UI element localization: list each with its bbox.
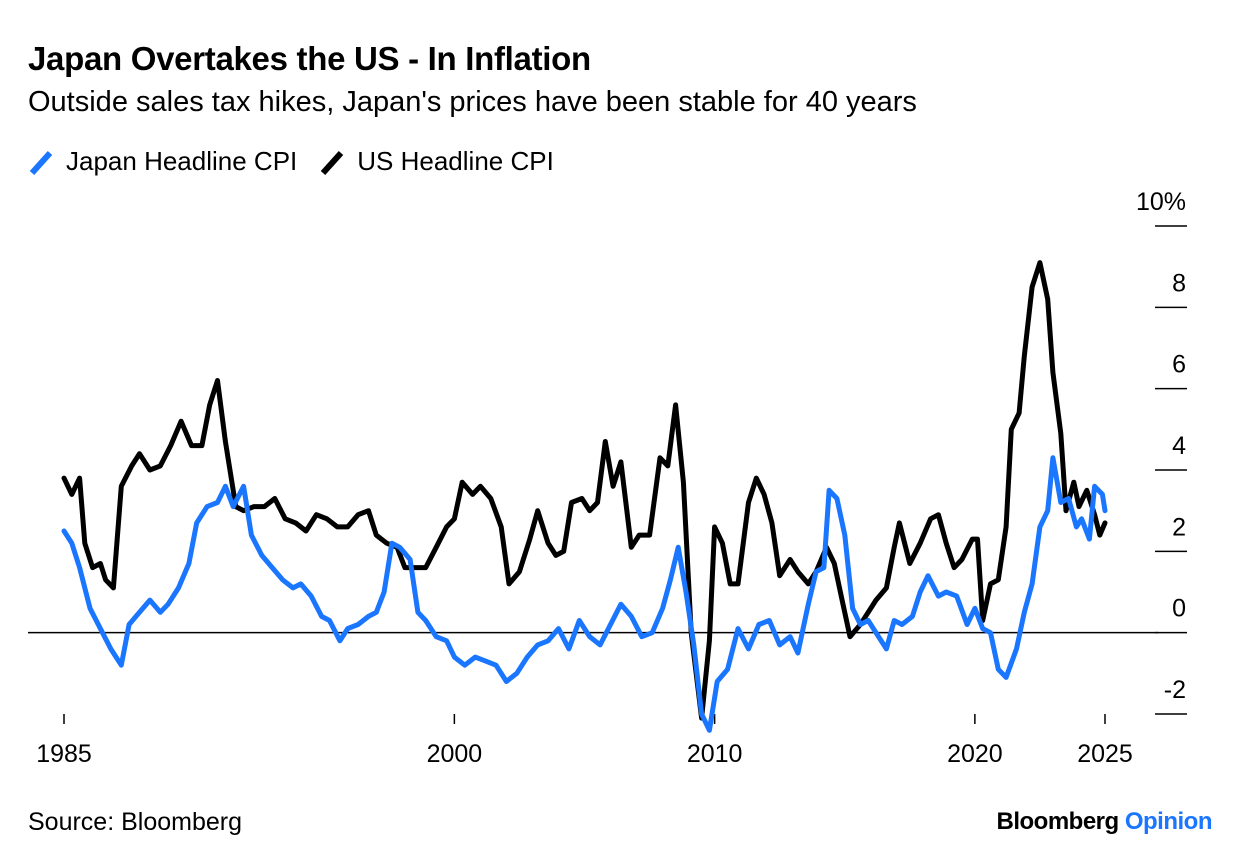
y-tick-label: 10% (1136, 188, 1186, 216)
x-tick-label: 2000 (427, 740, 483, 768)
brand-product: Opinion (1124, 808, 1213, 835)
y-tick-label: 8 (1172, 269, 1186, 297)
chart-title: Japan Overtakes the US - In Inflation (28, 40, 591, 77)
x-tick-label: 2020 (947, 740, 1003, 768)
series-line-japan (61, 455, 1108, 733)
legend-label-us: US Headline CPI (357, 146, 554, 176)
source-note: Source: Bloomberg (28, 808, 243, 836)
y-tick-label: 6 (1172, 351, 1186, 379)
chart-subtitle: Outside sales tax hikes, Japan's prices … (28, 86, 917, 118)
legend-label-japan: Japan Headline CPI (66, 146, 298, 176)
brand-logo: Bloomberg Opinion (997, 808, 1213, 836)
y-tick-label: -2 (1164, 676, 1186, 704)
x-tick-label: 1985 (36, 740, 92, 768)
series-line-us (61, 260, 1108, 721)
legend-item-us: US Headline CPI (319, 146, 554, 177)
brand-name: Bloomberg (996, 808, 1120, 835)
legend-swatch-us (321, 150, 344, 175)
y-tick-label: 4 (1172, 432, 1186, 460)
legend-item-japan: Japan Headline CPI (28, 146, 297, 177)
legend: Japan Headline CPI US Headline CPI (28, 146, 576, 177)
x-tick-label: 2025 (1077, 740, 1133, 768)
y-tick-label: 0 (1172, 595, 1186, 623)
y-tick-label: 2 (1172, 513, 1186, 541)
x-tick-label: 2010 (687, 740, 743, 768)
legend-swatch-japan (29, 150, 53, 175)
